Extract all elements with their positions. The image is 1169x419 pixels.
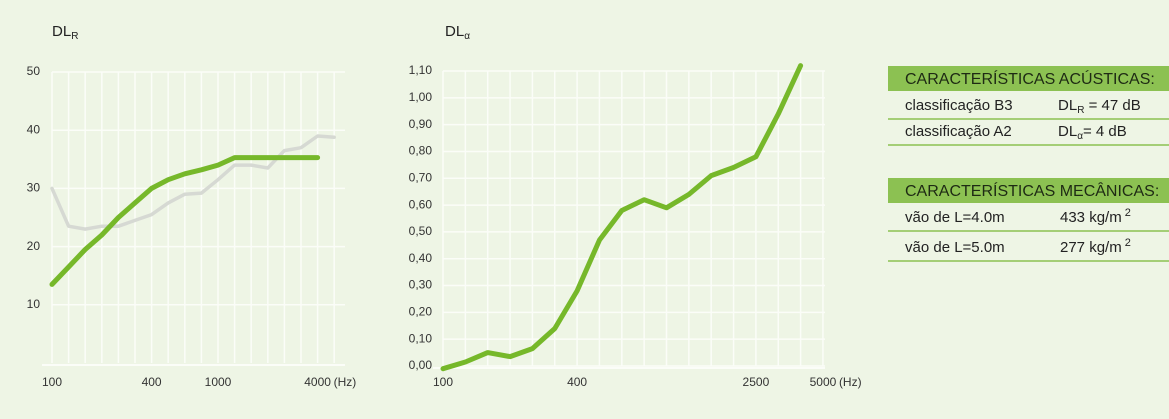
spec-value: 433 kg/m 2 xyxy=(1060,207,1131,226)
y-tick-label: 0,40 xyxy=(409,251,433,265)
spec-value-rest: = 4 dB xyxy=(1083,123,1127,140)
x-tick-label: 1000 xyxy=(205,375,232,389)
y-tick-label: 0,00 xyxy=(409,358,433,372)
spec-value: DLR = 47 dB xyxy=(1058,97,1141,116)
y-tick-label: 1,00 xyxy=(409,90,433,104)
y-tick-label: 0,70 xyxy=(409,170,433,184)
title-subscript: α xyxy=(464,31,470,42)
spec-value-text: DL xyxy=(1058,97,1077,114)
y-tick-label: 40 xyxy=(27,122,41,136)
spec-value-text: DL xyxy=(1058,123,1077,140)
spec-value-rest: = 47 dB xyxy=(1084,97,1140,114)
x-tick-label: 2500 xyxy=(743,375,770,389)
y-tick-label: 20 xyxy=(27,239,41,253)
title-text: DL xyxy=(52,23,71,40)
y-tick-label: 0,50 xyxy=(409,224,433,238)
data-line xyxy=(440,63,804,372)
chart-title: DLα xyxy=(445,23,470,42)
y-tick-label: 30 xyxy=(27,181,41,195)
y-tick-label: 0,80 xyxy=(409,144,433,158)
spec-value-superscript: 2 xyxy=(1125,237,1131,249)
spec-value-superscript: 2 xyxy=(1125,207,1131,219)
spec-value: 277 kg/m 2 xyxy=(1060,237,1131,256)
chart-title: DLR xyxy=(52,23,78,42)
x-unit: (Hz) xyxy=(334,375,357,389)
data-line xyxy=(50,134,336,231)
y-tick-label: 50 xyxy=(27,64,41,78)
title-subscript: R xyxy=(71,31,78,42)
spec-header: CARACTERÍSTICAS MECÂNICAS: xyxy=(905,181,1159,200)
spec-header-bar xyxy=(888,66,1169,91)
y-tick-label: 1,10 xyxy=(409,63,433,77)
spec-label: classificação B3 xyxy=(905,97,1013,114)
data-line xyxy=(49,155,321,287)
x-unit: (Hz) xyxy=(839,375,862,389)
x-tick-label: 400 xyxy=(567,375,587,389)
spec-value-text: 433 kg/m xyxy=(1060,209,1122,226)
spec-value: DLα= 4 dB xyxy=(1058,123,1127,142)
spec-label: vão de L=5.0m xyxy=(905,239,1005,256)
spec-value-subscript: α xyxy=(1077,131,1083,142)
x-tick-label: 100 xyxy=(42,375,62,389)
title-text: DL xyxy=(445,23,464,40)
y-tick-label: 10 xyxy=(27,297,41,311)
spec-label: classificação A2 xyxy=(905,123,1012,140)
y-tick-label: 0,30 xyxy=(409,278,433,292)
y-tick-label: 0,10 xyxy=(409,331,433,345)
y-tick-label: 0,20 xyxy=(409,305,433,319)
spec-value-subscript: R xyxy=(1077,105,1084,116)
x-tick-label: 400 xyxy=(142,375,162,389)
spec-label: vão de L=4.0m xyxy=(905,209,1005,226)
y-tick-label: 0,90 xyxy=(409,117,433,131)
y-tick-label: 0,60 xyxy=(409,197,433,211)
x-tick-label: 4000 xyxy=(304,375,331,389)
spec-header: CARACTERÍSTICAS ACÚSTICAS: xyxy=(905,69,1155,88)
x-tick-label: 100 xyxy=(433,375,453,389)
spec-value-text: 277 kg/m xyxy=(1060,239,1122,256)
spec-header-bar xyxy=(888,178,1169,203)
x-tick-label: 5000 xyxy=(810,375,837,389)
